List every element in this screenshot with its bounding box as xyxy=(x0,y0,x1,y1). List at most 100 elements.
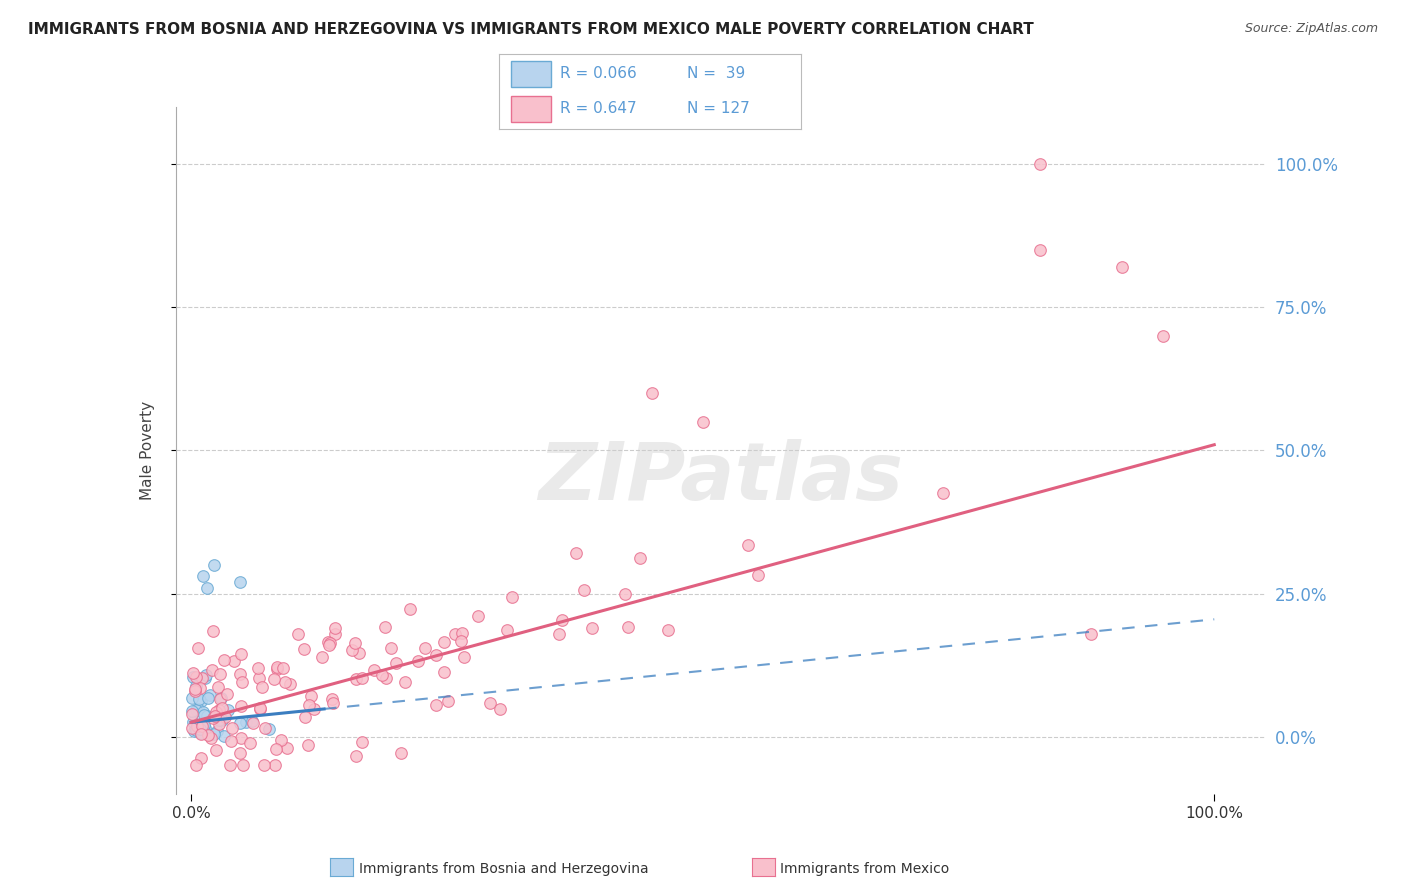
Point xyxy=(297,738,319,752)
Point xyxy=(496,624,519,638)
Point xyxy=(385,656,408,670)
Point xyxy=(399,602,422,616)
Point xyxy=(344,672,367,686)
Point xyxy=(229,715,252,730)
Point xyxy=(181,707,204,722)
Point xyxy=(229,667,252,681)
Text: R = 0.647: R = 0.647 xyxy=(560,102,636,116)
Point xyxy=(184,681,207,696)
Point xyxy=(425,698,447,712)
Point xyxy=(181,715,204,730)
Point xyxy=(1152,329,1174,343)
Point xyxy=(202,558,225,572)
Point xyxy=(184,703,207,717)
Point xyxy=(214,710,236,724)
Point xyxy=(195,668,218,682)
Point xyxy=(208,716,231,731)
Point xyxy=(548,627,571,641)
Point xyxy=(302,702,325,716)
Point xyxy=(425,648,447,662)
Point xyxy=(186,719,208,733)
Point xyxy=(266,660,288,674)
Point xyxy=(204,709,226,723)
Point xyxy=(212,653,235,667)
Point xyxy=(747,568,769,582)
Point xyxy=(235,714,257,729)
Point xyxy=(450,634,472,648)
Point xyxy=(207,680,229,694)
Point xyxy=(628,550,651,565)
Point xyxy=(450,625,472,640)
Point xyxy=(322,696,344,710)
Point xyxy=(207,723,229,738)
Text: R = 0.066: R = 0.066 xyxy=(560,67,637,81)
Point xyxy=(371,668,394,682)
Point xyxy=(242,714,264,729)
Point xyxy=(613,587,636,601)
Point xyxy=(181,721,204,735)
Point xyxy=(274,674,297,689)
Point xyxy=(433,634,456,648)
Point xyxy=(186,718,208,732)
Point xyxy=(202,711,225,725)
Point xyxy=(229,731,252,746)
Point xyxy=(193,707,215,722)
Point xyxy=(278,677,301,691)
Point xyxy=(181,666,204,681)
Point xyxy=(344,636,367,650)
Point xyxy=(219,758,242,772)
Point xyxy=(581,621,603,635)
Point xyxy=(190,727,212,741)
Point xyxy=(325,621,347,635)
Point xyxy=(692,415,714,429)
Point xyxy=(190,723,212,737)
Point xyxy=(737,538,759,552)
Point xyxy=(297,698,319,713)
Point xyxy=(276,740,298,755)
Y-axis label: Male Poverty: Male Poverty xyxy=(141,401,155,500)
Point xyxy=(294,710,316,724)
Point xyxy=(217,703,239,717)
Point xyxy=(184,723,207,737)
Point xyxy=(1029,243,1052,257)
Point xyxy=(181,670,204,684)
Point xyxy=(198,688,221,702)
Point xyxy=(389,746,412,760)
Point xyxy=(195,581,218,595)
Point xyxy=(311,650,333,665)
Point xyxy=(406,655,429,669)
Point xyxy=(657,623,679,637)
Text: N =  39: N = 39 xyxy=(686,67,745,81)
Point xyxy=(247,661,270,675)
Point xyxy=(413,641,436,656)
Point xyxy=(394,675,416,690)
Point xyxy=(180,704,202,718)
Point xyxy=(193,705,215,719)
Point xyxy=(193,718,215,732)
Point xyxy=(932,486,955,500)
Point xyxy=(239,736,262,750)
Point xyxy=(197,690,219,705)
Point xyxy=(344,748,367,763)
Point xyxy=(318,638,340,652)
Point xyxy=(249,700,271,714)
Point xyxy=(380,641,402,656)
Point xyxy=(264,742,287,756)
Point xyxy=(1111,260,1133,275)
Point xyxy=(183,724,205,739)
Point xyxy=(200,731,222,745)
Point xyxy=(197,728,219,742)
Point xyxy=(266,662,288,676)
Point xyxy=(433,665,456,679)
Point xyxy=(352,671,374,685)
Point xyxy=(191,569,214,583)
Point xyxy=(186,679,208,693)
Point xyxy=(229,575,252,590)
Point xyxy=(194,726,217,740)
Point xyxy=(191,671,214,685)
Point xyxy=(254,721,277,735)
Point xyxy=(208,692,231,706)
Point xyxy=(181,691,204,706)
Point xyxy=(271,661,294,675)
Point xyxy=(249,702,271,716)
